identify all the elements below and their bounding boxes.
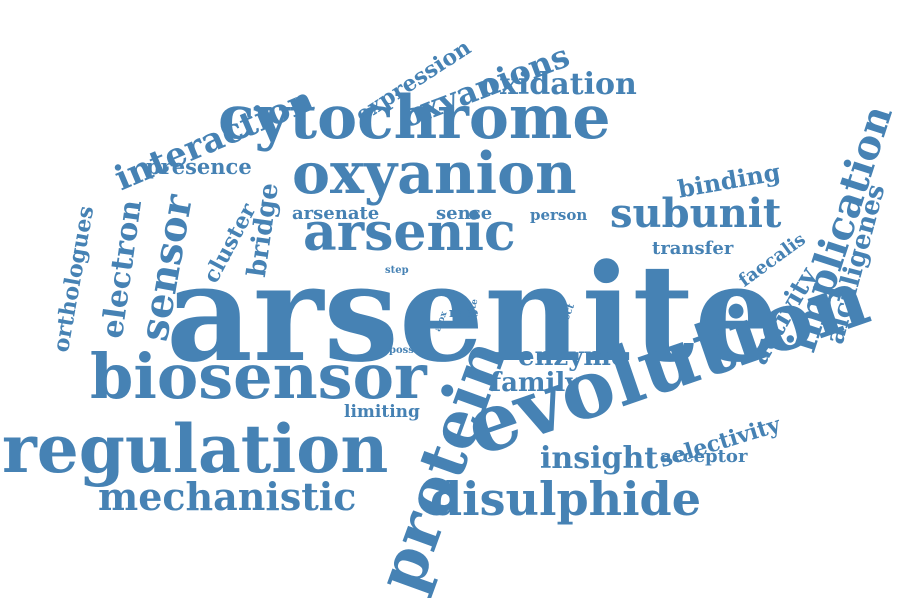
word-arsenate: arsenate [292, 203, 380, 224]
word-presence: presence [146, 154, 252, 179]
word-regulation: regulation [2, 410, 389, 488]
word-poss: poss [389, 345, 414, 356]
word-limiting: limiting [344, 402, 420, 422]
word-subunit: subunit [610, 190, 782, 237]
word-insight: insight [540, 441, 659, 476]
word-mechanistic: mechanistic [98, 474, 357, 519]
word-oxidation: oxidation [480, 67, 637, 102]
word-enzyme: enzyme [518, 342, 628, 372]
word-sense: sense [436, 203, 493, 224]
word-person: person [530, 206, 588, 224]
word-arsenite: arsenite [166, 234, 780, 392]
word-arsenic: arsenic [303, 202, 516, 263]
word-biosensor: biosensor [90, 340, 427, 413]
word-cytochrome: cytochrome [218, 83, 611, 153]
word-disulphide: disulphide [430, 472, 701, 526]
word-oxyanion: oxyanion [292, 140, 577, 207]
word-orthologues: orthologues [48, 204, 100, 355]
word-transfer: transfer [652, 238, 734, 259]
word-rate: rate [449, 306, 479, 321]
word-step: step [385, 265, 409, 276]
word-family: family [490, 368, 581, 398]
word-acceptor: acceptor [660, 446, 748, 467]
